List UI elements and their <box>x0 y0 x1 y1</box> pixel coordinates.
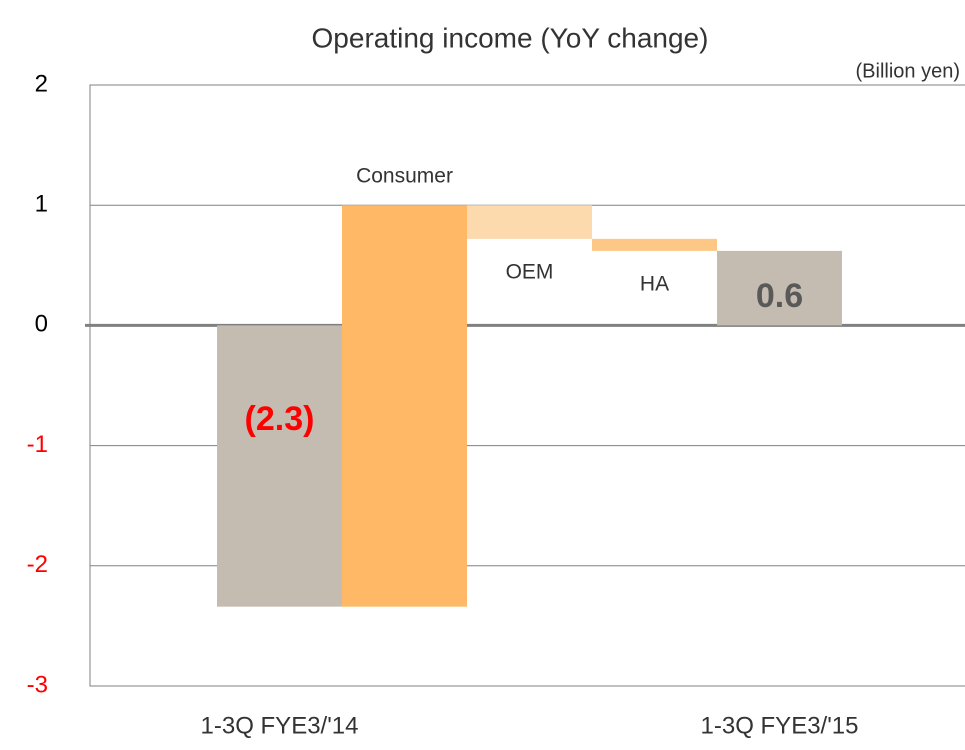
y-tick-label: 2 <box>35 70 48 97</box>
y-tick-label: -3 <box>27 671 48 698</box>
y-tick-label: 0 <box>35 311 48 338</box>
bar <box>717 250 842 326</box>
bar <box>592 238 717 251</box>
unit-label: (Billion yen) <box>856 60 960 82</box>
value-label: (2.3) <box>245 400 315 438</box>
plot-frame <box>89 84 965 687</box>
bar <box>217 325 342 607</box>
y-tick-label: -1 <box>27 431 48 458</box>
y-tick-label: 1 <box>35 191 48 218</box>
bar <box>467 205 592 239</box>
step-label: HA <box>640 272 669 295</box>
bar <box>342 205 467 607</box>
x-tick-label: 1-3Q FYE3/'15 <box>701 712 859 739</box>
value-label: 0.6 <box>756 277 803 315</box>
step-label: Consumer <box>356 165 453 188</box>
chart-title: Operating income (YoY change) <box>312 22 709 53</box>
step-label: OEM <box>506 260 554 283</box>
y-tick-label: -2 <box>27 551 48 578</box>
x-tick-label: 1-3Q FYE3/'14 <box>201 712 359 739</box>
